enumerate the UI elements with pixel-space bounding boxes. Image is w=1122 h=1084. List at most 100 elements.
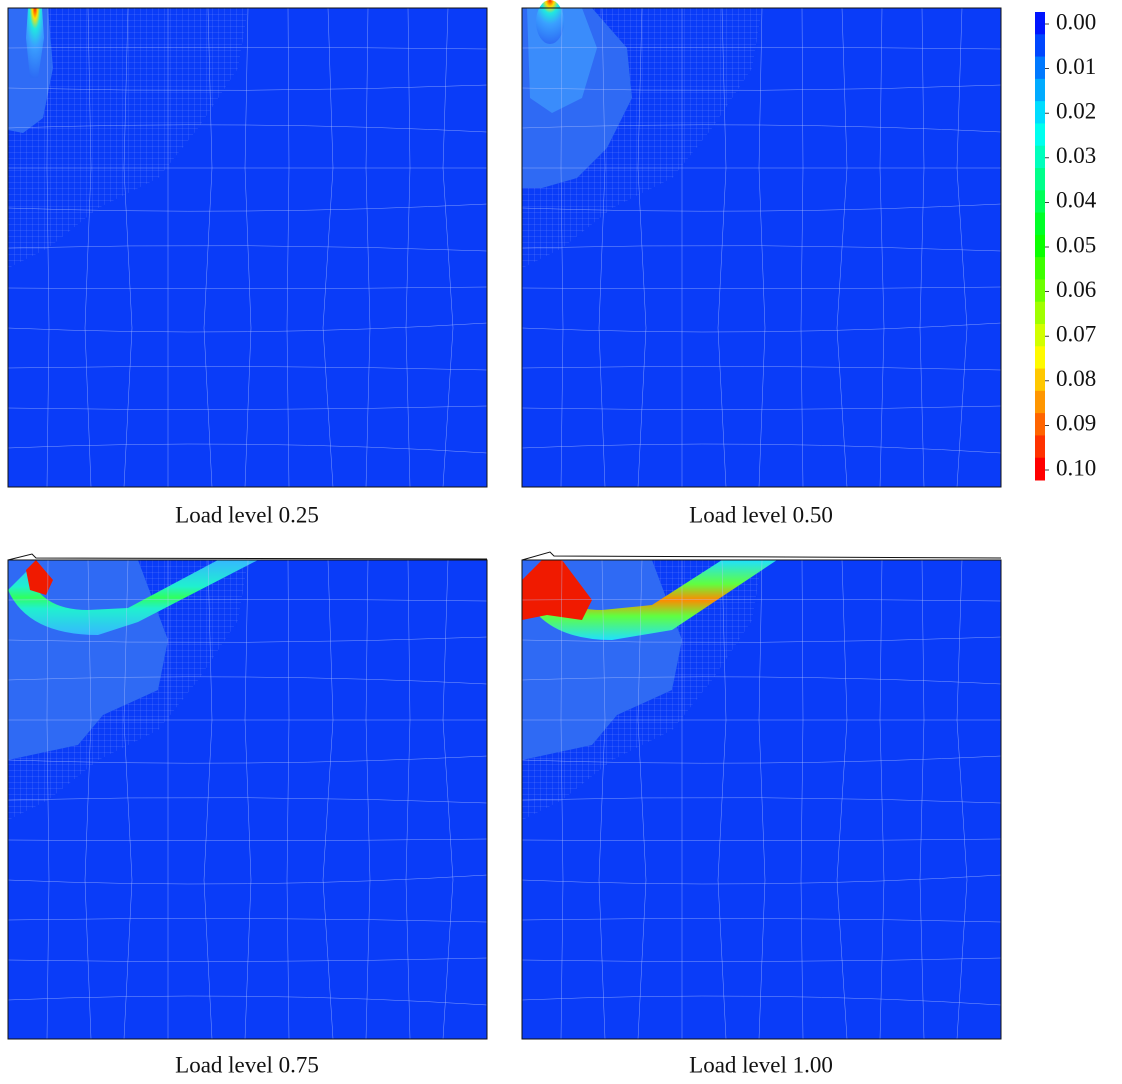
mesh-line — [521, 995, 1002, 1006]
mesh-line — [7, 755, 488, 764]
colorbar-band — [1035, 168, 1045, 191]
mesh-line — [442, 7, 454, 488]
mesh-line — [521, 874, 1002, 885]
mesh-line — [7, 124, 488, 133]
colorbar-band — [1035, 101, 1045, 124]
colorbar-tick-label: 0.02 — [1056, 98, 1096, 123]
mesh-line — [879, 7, 885, 488]
mesh-line — [7, 676, 488, 685]
mesh-line — [521, 286, 1002, 290]
panel-caption: Load level 0.50 — [689, 502, 833, 527]
shear-band — [8, 560, 258, 635]
panel-caption: Load level 1.00 — [689, 1052, 833, 1077]
mesh-line — [46, 7, 50, 488]
mesh-line — [836, 559, 848, 1040]
mesh-line — [637, 559, 647, 1040]
deformed-edge — [7, 553, 488, 561]
fine-mesh — [8, 8, 248, 268]
colorbar-band — [1035, 190, 1045, 214]
damage-core — [536, 0, 564, 44]
panel-frame — [7, 7, 488, 488]
contour-panel — [521, 551, 1002, 1040]
mesh-line — [956, 559, 968, 1040]
mesh-line — [123, 559, 133, 1040]
colorbar-band — [1035, 435, 1045, 459]
mesh-line — [521, 918, 1002, 923]
mesh-line — [244, 7, 252, 488]
colorbar-band — [1035, 56, 1045, 80]
mesh-line — [7, 84, 488, 91]
mesh-line — [521, 405, 1002, 410]
mesh-line — [7, 322, 488, 333]
mesh-line — [521, 84, 1002, 91]
mesh-line — [521, 755, 1002, 764]
colorbar-tick-label: 0.08 — [1056, 366, 1096, 391]
mesh-line — [521, 838, 1002, 842]
colorbar-band — [1035, 390, 1045, 414]
mesh-line — [717, 559, 727, 1040]
colorbar-band — [1035, 212, 1045, 236]
mesh-line — [84, 7, 92, 488]
colorbar-band — [1035, 413, 1045, 436]
mesh-line — [365, 559, 371, 1040]
mesh-line — [758, 559, 766, 1040]
colorbar-band — [1035, 346, 1045, 370]
mesh-line — [7, 918, 488, 923]
mesh-line — [7, 797, 488, 804]
mesh-line — [7, 286, 488, 290]
mesh-line — [521, 676, 1002, 685]
colorbar-band — [1035, 12, 1045, 35]
mesh-line — [7, 46, 488, 50]
mesh-line — [836, 7, 848, 488]
mesh-line — [84, 559, 92, 1040]
mesh-line — [598, 559, 606, 1040]
mesh-line — [7, 443, 488, 454]
colorbar-band — [1035, 368, 1045, 392]
panel-caption: Load level 0.25 — [175, 502, 319, 527]
mesh-line — [203, 7, 213, 488]
mesh-line — [365, 7, 371, 488]
contour-panel — [7, 7, 488, 488]
mesh-line — [7, 636, 488, 643]
mesh-line — [800, 7, 804, 488]
mesh-line — [521, 366, 1002, 371]
colorbar-tick-label: 0.03 — [1056, 143, 1096, 168]
mesh-line — [521, 322, 1002, 333]
colorbar-band — [1035, 257, 1045, 280]
mesh-line — [956, 7, 968, 488]
colorbar-band — [1035, 145, 1045, 169]
colorbar-band — [1035, 34, 1045, 58]
colorbar-tick-label: 0.05 — [1056, 232, 1096, 257]
colorbar-band — [1035, 301, 1045, 325]
mesh-line — [7, 874, 488, 885]
mesh-line — [637, 7, 647, 488]
colorbar: 0.00 0.01 0.02 0.03 0.04 0.05 0.06 0.07 0.08 0.09… — [1035, 9, 1097, 481]
mesh-line — [521, 203, 1002, 212]
mesh-line — [442, 559, 454, 1040]
mesh-line — [7, 598, 488, 602]
mesh-line — [521, 46, 1002, 50]
colorbar-tick-label: 0.01 — [1056, 54, 1096, 79]
mesh-line — [286, 7, 290, 488]
mesh-line — [879, 559, 885, 1040]
mesh-line — [521, 124, 1002, 133]
shear-band — [522, 560, 777, 640]
mesh-line — [7, 405, 488, 410]
mesh-line — [560, 7, 564, 488]
panel-frame — [521, 559, 1002, 1040]
mesh-line — [123, 7, 133, 488]
colorbar-tick-label: 0.04 — [1056, 188, 1097, 213]
panel-frame — [7, 559, 488, 1040]
mesh-line — [7, 957, 488, 962]
mesh-line — [717, 7, 727, 488]
colorbar-tick-label: 0.00 — [1056, 9, 1096, 34]
panels — [7, 0, 1002, 1040]
colorbar-band — [1035, 279, 1045, 303]
mesh-line — [46, 559, 50, 1040]
mesh-line — [521, 636, 1002, 643]
colorbar-tick-label: 0.06 — [1056, 277, 1096, 302]
deformed-edge — [521, 551, 1002, 561]
mesh-line — [598, 7, 606, 488]
colorbar-band — [1035, 78, 1045, 102]
